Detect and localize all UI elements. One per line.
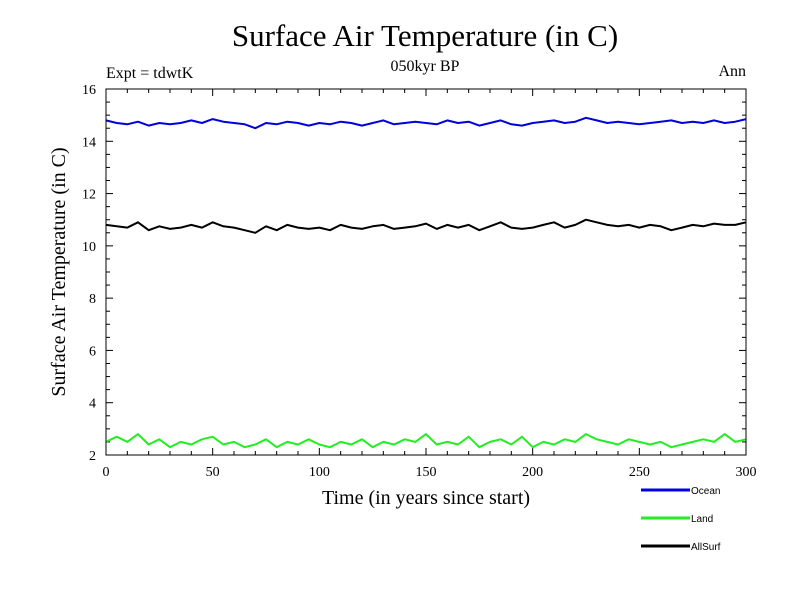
chart-subtitle: 050kyr BP: [391, 58, 460, 75]
plot-frame: [105, 88, 747, 456]
x-axis-label: Time (in years since start): [322, 487, 530, 509]
series-line-ocean: [105, 116, 747, 130]
x-tick-label: 200: [522, 465, 543, 480]
chart-title: Surface Air Temperature (in C): [232, 18, 618, 53]
x-tick-labels: 0 50 100 150 200 250 300: [103, 465, 757, 480]
experiment-label: Expt = tdwtK: [106, 65, 194, 82]
y-tick-label: 10: [82, 240, 96, 255]
series-lines: [105, 116, 747, 449]
y-tick-label: 14: [82, 135, 96, 150]
series-line-land: [105, 433, 747, 449]
y-tick-label: 12: [82, 188, 96, 203]
season-label: Ann: [718, 63, 746, 80]
y-tick-label: 4: [89, 397, 96, 412]
y-tick-label: 2: [89, 449, 96, 464]
series-line-allsurf: [105, 218, 747, 234]
x-tick-label: 100: [309, 465, 330, 480]
y-tick-label: 8: [89, 292, 96, 307]
y-tick-label: 6: [89, 344, 96, 359]
y-tick-labels: 2 4 6 8 10 12 14 16: [82, 83, 96, 464]
y-tick-label: 16: [82, 83, 96, 98]
x-tick-label: 150: [416, 465, 437, 480]
x-tick-label: 300: [736, 465, 757, 480]
x-tick-label: 0: [103, 465, 110, 480]
legend-label-allsurf: AllSurf: [691, 542, 721, 553]
legend-label-land: Land: [691, 514, 713, 525]
x-tick-label: 250: [629, 465, 650, 480]
legend-label-ocean: Ocean: [691, 486, 720, 497]
legend: Ocean Land AllSurf: [641, 486, 721, 553]
y-axis-label: Surface Air Temperature (in C): [48, 147, 70, 396]
x-tick-label: 50: [206, 465, 220, 480]
